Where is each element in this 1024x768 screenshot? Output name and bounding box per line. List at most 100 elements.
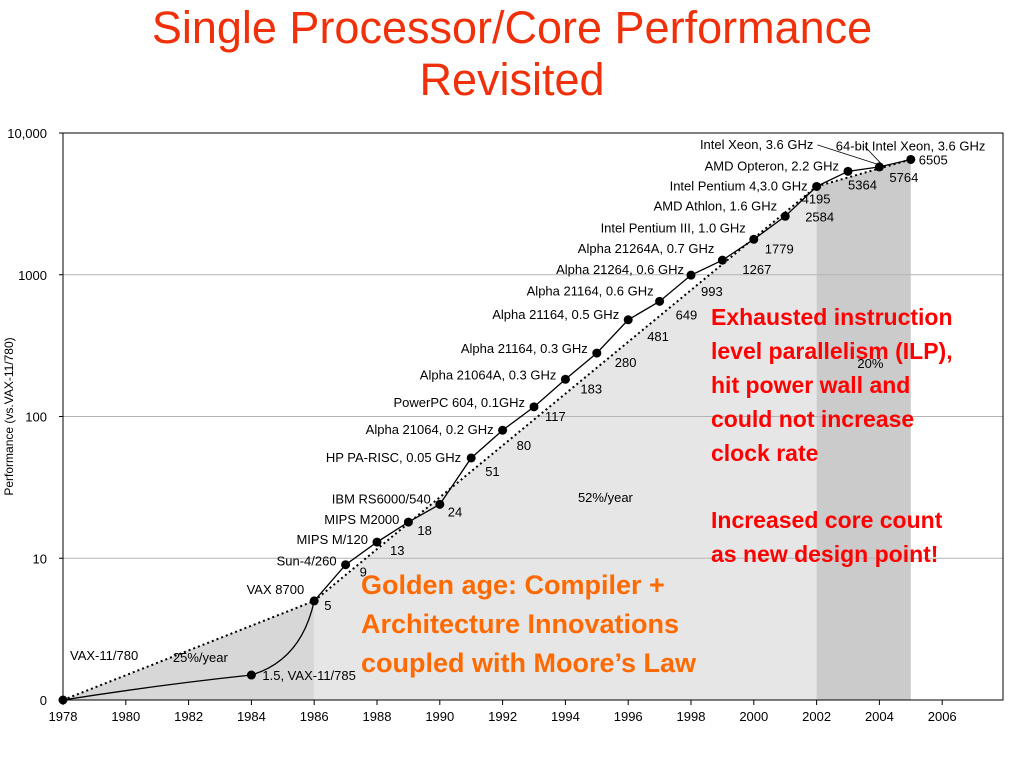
processor-label: Alpha 21164, 0.5 GHz (492, 307, 619, 322)
data-point (655, 296, 665, 306)
performance-value-label: 80 (517, 438, 531, 453)
data-point (466, 453, 476, 463)
performance-value-label: 5364 (848, 177, 877, 192)
x-tick-label: 1992 (488, 709, 517, 724)
trend-line (816, 158, 912, 188)
performance-value-label: 280 (615, 355, 637, 370)
data-point (560, 374, 570, 384)
data-point (906, 154, 916, 164)
x-tick-label: 1978 (49, 709, 78, 724)
golden-age-annotation-line: coupled with Moore’s Law (361, 648, 697, 678)
processor-label: AMD Athlon, 1.6 GHz (654, 198, 778, 213)
trend-rate-label: 25%/year (173, 650, 229, 665)
region-52-percent (314, 186, 817, 701)
data-point (529, 402, 539, 412)
x-tick-label: 1984 (237, 709, 266, 724)
data-point (498, 425, 508, 435)
performance-value-label: 1779 (765, 241, 794, 256)
x-tick-label: 2002 (802, 709, 831, 724)
processor-label: Intel Pentium 4,3.0 GHz (670, 178, 808, 193)
processor-label: MIPS M2000 (324, 512, 399, 527)
performance-value-label: 2584 (805, 209, 834, 224)
x-tick-label: 2004 (865, 709, 894, 724)
ilp-annotation-line: clock rate (711, 440, 819, 466)
golden-age-annotation: Golden age: Compiler + Architecture Inno… (361, 566, 791, 683)
processor-label: VAX 8700 (247, 582, 305, 597)
performance-value-label: 9 (360, 565, 367, 580)
processor-label: AMD Opteron, 2.2 GHz (705, 158, 839, 173)
x-tick-label: 1982 (174, 709, 203, 724)
ilp-annotation: Exhausted instruction level parallelism … (711, 300, 1021, 571)
x-tick-label: 1998 (677, 709, 706, 724)
leader-line (864, 146, 883, 166)
performance-value-label: 6505 (919, 152, 948, 167)
core-count-annotation-line: as new design point! (711, 541, 939, 567)
processor-label: Intel Pentium III, 1.0 GHz (601, 220, 746, 235)
ilp-annotation-line: Exhausted instruction (711, 304, 953, 330)
data-point (309, 596, 319, 606)
x-tick-label: 1994 (551, 709, 580, 724)
processor-label: Alpha 21064A, 0.3 GHz (420, 367, 557, 382)
x-tick-label: 1988 (363, 709, 392, 724)
x-tick-label: 1986 (300, 709, 329, 724)
trend-line (62, 599, 315, 701)
processor-label: Intel Xeon, 3.6 GHz (700, 137, 813, 152)
data-point (812, 181, 822, 191)
processor-label: HP PA-RISC, 0.05 GHz (326, 450, 461, 465)
processor-label: Alpha 21164, 0.3 GHz (461, 341, 588, 356)
golden-age-annotation-line: Architecture Innovations (361, 609, 680, 639)
slide-title-line1: Single Processor/Core Performance (151, 2, 873, 53)
data-point (717, 255, 727, 265)
trend-line (313, 185, 818, 602)
slide-title-line2: Revisited (419, 54, 605, 105)
processor-label: MIPS M/120 (296, 532, 368, 547)
processor-label: Alpha 21264A, 0.7 GHz (578, 241, 715, 256)
x-tick-label: 1996 (614, 709, 643, 724)
performance-value-label: 649 (676, 307, 698, 322)
trend-rate-label: 20% (857, 356, 883, 371)
performance-value-label: 183 (580, 381, 602, 396)
performance-value-label: 993 (701, 284, 723, 299)
y-axis-label: Performance (vs.VAX-11/780) (2, 337, 16, 495)
core-count-annotation-line: Increased core count (711, 507, 943, 533)
performance-value-label: 4195 (802, 191, 831, 206)
data-point (780, 211, 790, 221)
performance-value-label: 1267 (742, 262, 771, 277)
processor-label: PowerPC 604, 0.1GHz (393, 395, 525, 410)
performance-value-label: 51 (485, 464, 499, 479)
trend-rate-label: 52%/year (578, 490, 634, 505)
processor-label: IBM RS6000/540 (332, 491, 431, 506)
y-tick-label: 10,000 (7, 126, 47, 141)
performance-curve (313, 158, 911, 602)
processor-label: Alpha 21064, 0.2 GHz (366, 422, 494, 437)
x-tick-label: 2006 (928, 709, 957, 724)
region-20-percent (816, 159, 911, 701)
performance-value-label: 18 (417, 523, 431, 538)
y-tick-label: 100 (25, 410, 47, 425)
ilp-annotation-line: level parallelism (ILP), (711, 338, 953, 364)
data-point (372, 537, 382, 547)
data-point (749, 234, 759, 244)
processor-label: Alpha 21264, 0.6 GHz (556, 262, 684, 277)
slide-title: Single Processor/Core Performance Revisi… (0, 2, 1024, 106)
performance-value-label: 13 (390, 543, 404, 558)
y-tick-label: 0 (40, 693, 47, 708)
data-point (592, 348, 602, 358)
x-tick-label: 2000 (739, 709, 768, 724)
data-point (341, 560, 351, 570)
data-point (686, 270, 696, 280)
processor-label: Alpha 21164, 0.6 GHz (527, 283, 654, 298)
data-point (843, 166, 853, 176)
performance-value-label: 5764 (889, 170, 918, 185)
performance-value-label: 1.5, VAX-11/785 (262, 668, 355, 683)
ilp-annotation-line: could not increase (711, 406, 915, 432)
performance-value-label: 481 (647, 329, 669, 344)
data-point (403, 517, 413, 527)
data-point (623, 315, 633, 325)
x-tick-label: 1980 (111, 709, 140, 724)
performance-curve-early (62, 600, 315, 701)
processor-label: VAX-11/780 (70, 648, 138, 663)
leader-line (817, 144, 877, 165)
performance-value-label: 5 (324, 598, 331, 613)
